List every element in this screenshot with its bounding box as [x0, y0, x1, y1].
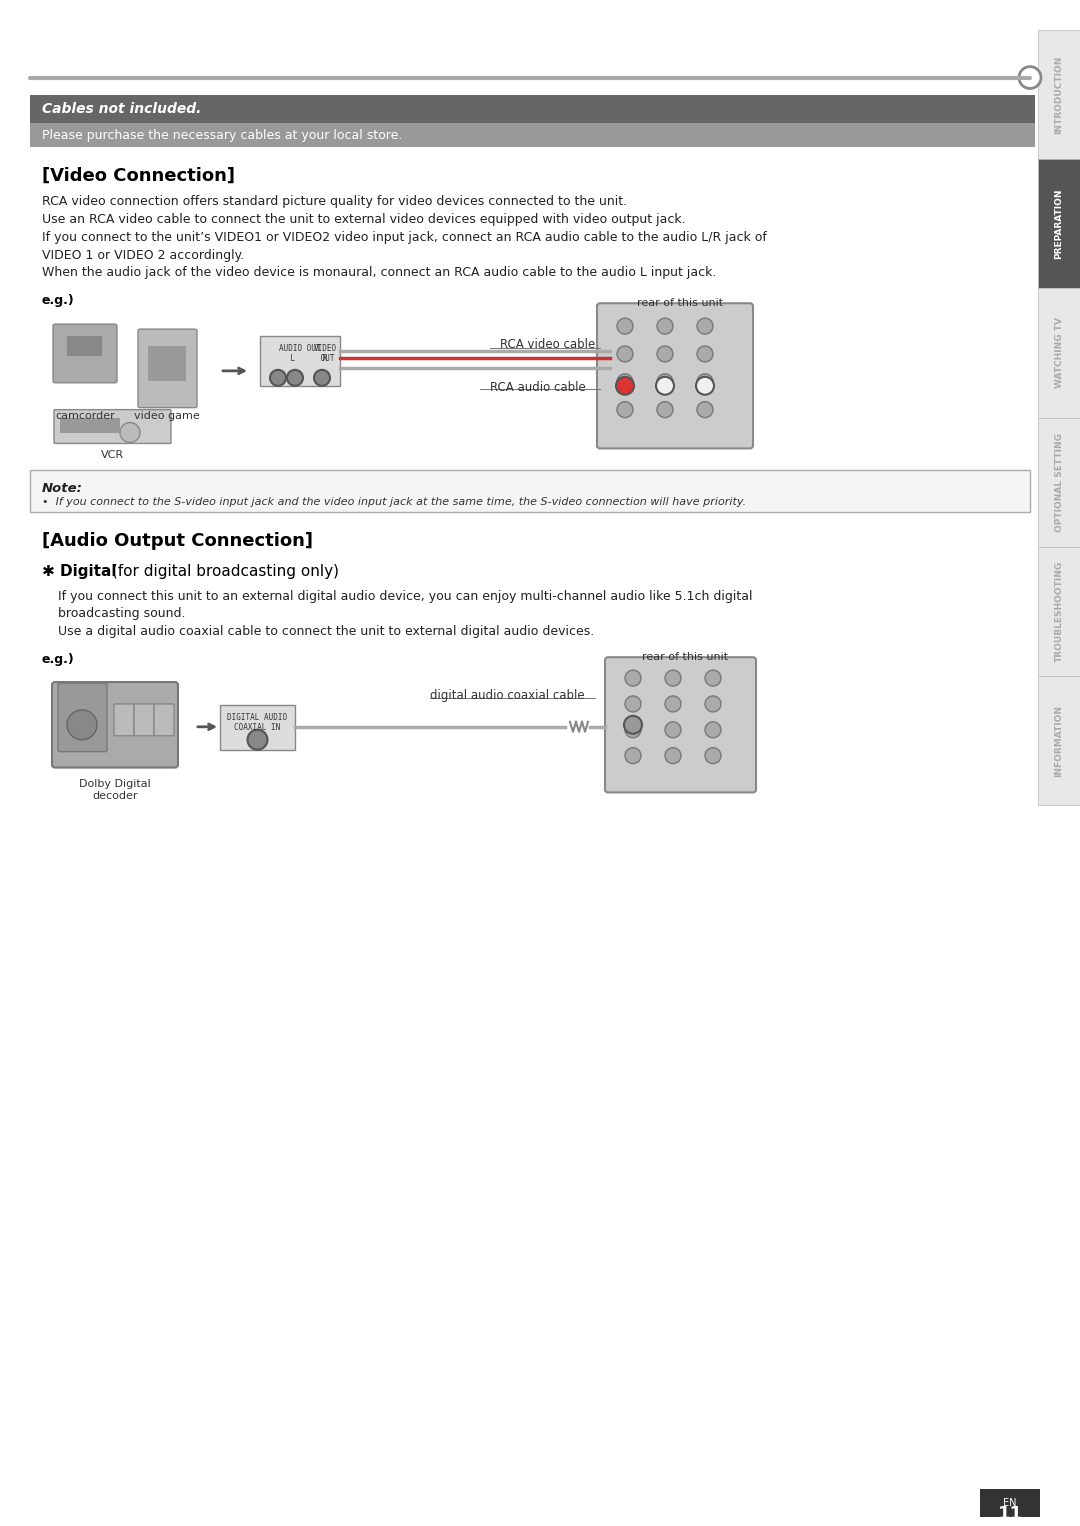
Text: VIDEO
 OUT: VIDEO OUT — [313, 343, 337, 363]
Text: rear of this unit: rear of this unit — [637, 298, 724, 308]
Text: ✱ Digital: ✱ Digital — [42, 563, 117, 578]
Circle shape — [624, 716, 642, 734]
FancyBboxPatch shape — [52, 682, 178, 768]
Text: [Video Connection]: [Video Connection] — [42, 166, 235, 185]
FancyBboxPatch shape — [605, 658, 756, 792]
Text: DIGITAL AUDIO
COAXIAL IN: DIGITAL AUDIO COAXIAL IN — [228, 713, 287, 732]
Bar — [30, 96, 1035, 124]
Circle shape — [314, 369, 330, 386]
Circle shape — [697, 346, 713, 362]
Text: rear of this unit: rear of this unit — [643, 652, 729, 662]
Circle shape — [287, 369, 303, 386]
Circle shape — [657, 401, 673, 418]
FancyBboxPatch shape — [1038, 288, 1080, 418]
FancyBboxPatch shape — [114, 703, 134, 736]
Bar — [220, 705, 295, 749]
Circle shape — [665, 670, 681, 687]
Bar — [980, 1489, 1040, 1517]
Circle shape — [697, 317, 713, 334]
FancyBboxPatch shape — [1038, 546, 1080, 676]
Text: RCA video cable: RCA video cable — [500, 339, 595, 351]
Text: Note:: Note: — [42, 482, 83, 496]
FancyBboxPatch shape — [60, 418, 120, 432]
Text: 11: 11 — [998, 1505, 1023, 1523]
Bar — [260, 336, 340, 386]
FancyBboxPatch shape — [1038, 676, 1080, 806]
FancyBboxPatch shape — [1038, 159, 1080, 288]
Circle shape — [270, 369, 286, 386]
FancyBboxPatch shape — [53, 324, 117, 383]
FancyBboxPatch shape — [148, 346, 186, 382]
Circle shape — [120, 423, 140, 443]
Text: TROUBLESHOOTING: TROUBLESHOOTING — [1054, 562, 1064, 662]
Text: If you connect to the unit’s VIDEO1 or VIDEO2 video input jack, connect an RCA a: If you connect to the unit’s VIDEO1 or V… — [42, 230, 767, 244]
Text: Use an RCA video cable to connect the unit to external video devices equipped wi: Use an RCA video cable to connect the un… — [42, 212, 686, 226]
Text: Please purchase the necessary cables at your local store.: Please purchase the necessary cables at … — [42, 128, 403, 142]
Text: VIDEO 1 or VIDEO 2 accordingly.: VIDEO 1 or VIDEO 2 accordingly. — [42, 249, 244, 261]
Text: camcorder: camcorder — [55, 410, 114, 421]
Circle shape — [697, 401, 713, 418]
Circle shape — [705, 722, 721, 737]
Circle shape — [705, 748, 721, 763]
Circle shape — [625, 748, 642, 763]
Text: If you connect this unit to an external digital audio device, you can enjoy mult: If you connect this unit to an external … — [58, 589, 753, 603]
Text: Dolby Digital: Dolby Digital — [79, 780, 151, 789]
FancyBboxPatch shape — [138, 330, 197, 407]
FancyBboxPatch shape — [154, 703, 174, 736]
Circle shape — [697, 374, 713, 389]
Text: WATCHING TV: WATCHING TV — [1054, 317, 1064, 389]
Circle shape — [617, 317, 633, 334]
Circle shape — [656, 377, 674, 395]
Text: RCA audio cable: RCA audio cable — [490, 382, 585, 394]
Text: e.g.): e.g.) — [42, 653, 75, 667]
Circle shape — [247, 729, 268, 749]
FancyBboxPatch shape — [30, 470, 1030, 513]
Text: (for digital broadcasting only): (for digital broadcasting only) — [107, 563, 339, 578]
Text: •  If you connect to the S-video input jack and the video input jack at the same: • If you connect to the S-video input ja… — [42, 497, 746, 507]
Text: Use a digital audio coaxial cable to connect the unit to external digital audio : Use a digital audio coaxial cable to con… — [58, 626, 594, 638]
Circle shape — [665, 696, 681, 713]
Text: EN: EN — [1003, 1499, 1016, 1508]
Text: When the audio jack of the video device is monaural, connect an RCA audio cable : When the audio jack of the video device … — [42, 267, 716, 279]
Circle shape — [665, 748, 681, 763]
Text: AUDIO OUT
    L      R: AUDIO OUT L R — [272, 343, 327, 363]
Circle shape — [617, 374, 633, 389]
FancyBboxPatch shape — [67, 336, 102, 356]
Circle shape — [657, 317, 673, 334]
Text: digital audio coaxial cable: digital audio coaxial cable — [430, 690, 584, 702]
Text: e.g.): e.g.) — [42, 295, 75, 307]
Circle shape — [657, 374, 673, 389]
Circle shape — [1020, 67, 1041, 89]
FancyBboxPatch shape — [134, 703, 154, 736]
FancyBboxPatch shape — [54, 409, 171, 444]
Text: OPTIONAL SETTING: OPTIONAL SETTING — [1054, 433, 1064, 531]
Circle shape — [665, 722, 681, 737]
Circle shape — [617, 346, 633, 362]
Text: PREPARATION: PREPARATION — [1054, 188, 1064, 259]
FancyBboxPatch shape — [597, 304, 753, 449]
Circle shape — [705, 670, 721, 687]
Text: Cables not included.: Cables not included. — [42, 102, 201, 116]
Circle shape — [625, 722, 642, 737]
Circle shape — [696, 377, 714, 395]
Text: RCA video connection offers standard picture quality for video devices connected: RCA video connection offers standard pic… — [42, 195, 627, 208]
Text: video game: video game — [134, 410, 200, 421]
Circle shape — [657, 346, 673, 362]
Text: [Audio Output Connection]: [Audio Output Connection] — [42, 533, 313, 549]
Circle shape — [625, 696, 642, 713]
Text: INTRODUCTION: INTRODUCTION — [1054, 55, 1064, 134]
FancyBboxPatch shape — [58, 684, 107, 752]
FancyBboxPatch shape — [1038, 418, 1080, 546]
Bar — [30, 124, 1035, 146]
Text: broadcasting sound.: broadcasting sound. — [58, 607, 186, 621]
Circle shape — [616, 377, 634, 395]
Text: INFORMATION: INFORMATION — [1054, 705, 1064, 777]
FancyBboxPatch shape — [1038, 31, 1080, 159]
Text: VCR: VCR — [100, 450, 123, 461]
Circle shape — [705, 696, 721, 713]
Circle shape — [625, 670, 642, 687]
Circle shape — [617, 401, 633, 418]
Circle shape — [67, 710, 97, 740]
Text: decoder: decoder — [92, 792, 138, 801]
